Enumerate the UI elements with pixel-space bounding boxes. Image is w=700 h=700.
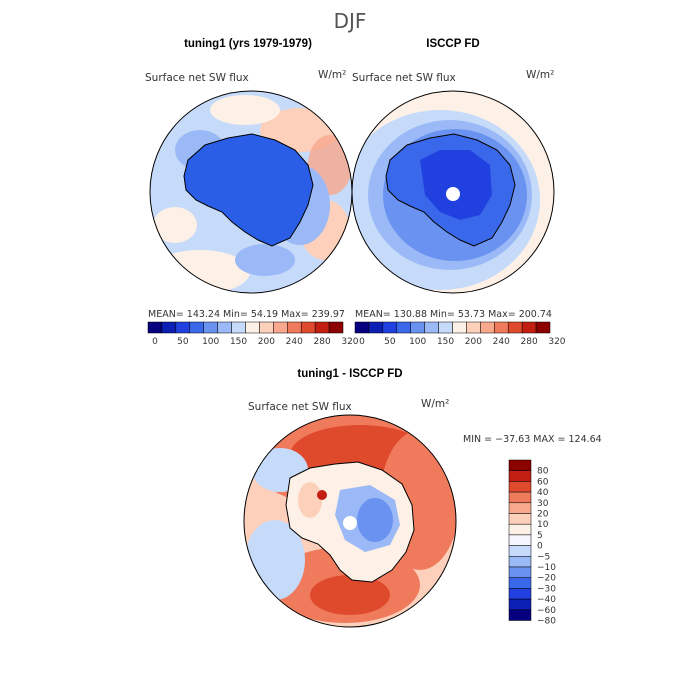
colorbar-swatch [438,321,453,334]
colorbar-tick-label: 40 [537,488,549,498]
map-diff [244,415,456,627]
colorbar-tick-label: 200 [258,337,275,347]
colorbar-swatch [508,588,532,600]
colorbar-swatch [508,502,532,514]
panel-diff-title: tuning1 - ISCCP FD [297,368,402,380]
colorbar-swatch [508,598,532,611]
colorbar-swatch [217,321,232,334]
colorbar-tick-label: −20 [537,574,556,584]
colorbar-obs: 0 50 100 150 200 240 280 320 [354,321,566,347]
panel-obs-units: W/m² [526,69,554,81]
colorbar-model: 0 50 100 150 200 240 280 320 [147,321,359,347]
colorbar-tick-label: 50 [177,337,189,347]
colorbar-swatch [382,321,398,334]
map-diff-border [243,414,457,628]
panel-diff: tuning1 - ISCCP FD Surface net SW flux W… [243,368,602,628]
colorbar-tick-label: −60 [537,606,556,616]
colorbar-swatch [508,513,532,525]
colorbar-swatch [508,556,532,568]
colorbar-tick-label: 0 [537,542,543,552]
colorbar-tick-label: 150 [230,337,247,347]
colorbar-swatch [161,321,177,334]
colorbar-swatch [494,321,509,334]
panel-obs-variable: Surface net SW flux [352,72,456,84]
colorbar-tick-label: 20 [537,510,549,520]
colorbar-tick-label: 200 [465,337,482,347]
colorbar-tick-label: 0 [152,337,158,347]
panel-obs: ISCCP FD Surface net SW flux W/m² MEAN= … [351,38,566,347]
colorbar-tick-label: −5 [537,552,550,562]
colorbar-swatch [521,321,537,334]
colorbar-swatch [480,321,495,334]
colorbar-tick-label: 320 [341,337,358,347]
map-model [150,91,352,293]
colorbar-swatch [147,321,163,334]
colorbar-tick-label: −30 [537,584,556,594]
panel-obs-title: ISCCP FD [426,38,479,50]
colorbar-tick-label: 280 [521,337,538,347]
colorbar-swatch [189,321,204,334]
colorbar-tick-label: 150 [437,337,454,347]
panel-diff-variable: Surface net SW flux [248,401,352,413]
colorbar-tick-label: −80 [537,617,556,627]
colorbar-swatch [314,321,330,334]
colorbar-tick-label: 280 [314,337,331,347]
colorbar-tick-label: 80 [537,467,549,477]
colorbar-swatch [231,321,246,334]
panel-model-variable: Surface net SW flux [145,72,249,84]
panel-diff-units: W/m² [421,398,449,410]
colorbar-swatch [466,321,481,334]
colorbar-swatch [508,609,532,621]
colorbar-swatch [508,491,532,504]
colorbar-tick-label: −40 [537,595,556,605]
colorbar-swatch [354,321,370,334]
colorbar-tick-label: −10 [537,563,556,573]
colorbar-tick-label: 5 [537,531,543,541]
colorbar-swatch [508,523,532,536]
colorbar-swatch [507,321,523,334]
colorbar-swatch [273,321,288,334]
colorbar-swatch [508,545,532,557]
map-obs [352,91,554,293]
colorbar-swatch [508,534,532,546]
colorbar-swatch [508,459,532,471]
colorbar-swatch [203,321,218,334]
panel-model: tuning1 (yrs 1979-1979) Surface net SW f… [145,38,359,347]
colorbar-swatch [508,566,532,578]
panel-model-title: tuning1 (yrs 1979-1979) [184,38,312,50]
colorbar-swatch [287,321,302,334]
colorbar-swatch [508,481,532,493]
colorbar-tick-label: 240 [493,337,510,347]
colorbar-swatch [300,321,316,334]
map-obs-border [351,90,555,294]
colorbar-tick-label: 30 [537,499,549,509]
colorbar-swatch [175,321,191,334]
colorbar-tick-label: 240 [286,337,303,347]
panel-model-stats: MEAN= 143.24 Min= 54.19 Max= 239.97 [148,309,345,320]
colorbar-swatch [424,321,439,334]
panel-model-units: W/m² [318,69,346,81]
colorbar-swatch [328,321,344,334]
colorbar-swatch [535,321,551,334]
colorbar-tick-label: 50 [384,337,396,347]
colorbar-swatch [452,321,467,334]
colorbar-swatch [410,321,425,334]
panel-diff-stats: MIN = −37.63 MAX = 124.64 [463,434,602,445]
colorbar-swatch [508,577,532,589]
colorbar-tick-label: 100 [409,337,426,347]
colorbar-swatch [368,321,384,334]
colorbar-tick-label: 320 [548,337,565,347]
colorbar-swatch [245,321,260,334]
colorbar-tick-label: 60 [537,477,549,487]
colorbar-swatch [396,321,411,334]
colorbar-tick-label: 10 [537,520,549,530]
colorbar-tick-label: 0 [359,337,365,347]
panel-obs-stats: MEAN= 130.88 Min= 53.73 Max= 200.74 [355,309,552,320]
page-title: DJF [334,9,367,33]
colorbar-swatch [508,470,532,482]
colorbar-swatch [259,321,274,334]
colorbar-tick-label: 100 [202,337,219,347]
